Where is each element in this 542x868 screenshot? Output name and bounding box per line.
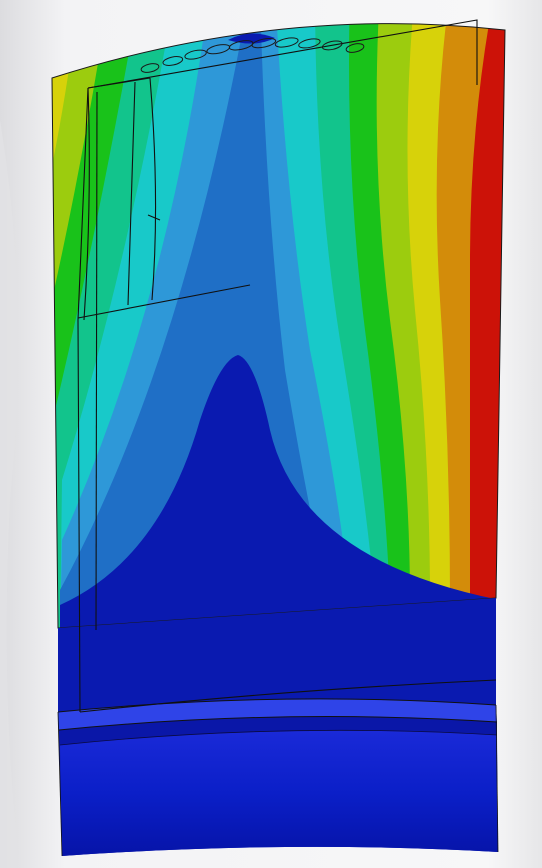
- background-streaks: [0, 120, 20, 868]
- cooling-hole: [162, 56, 184, 66]
- cooling-hole: [298, 38, 321, 49]
- cooling-hole: [184, 49, 207, 60]
- cooling-holes: [140, 37, 365, 73]
- blade-outline: [51, 23, 506, 629]
- cooling-hole: [274, 37, 299, 48]
- cooling-hole: [345, 43, 365, 53]
- band-level-1: [60, 355, 500, 629]
- cooling-hole: [228, 40, 254, 51]
- root-platform: [57, 598, 499, 857]
- cooling-hole: [140, 63, 160, 73]
- wireframe-overlay: [77, 19, 497, 713]
- cooling-hole: [321, 40, 343, 51]
- cooling-hole: [251, 37, 277, 49]
